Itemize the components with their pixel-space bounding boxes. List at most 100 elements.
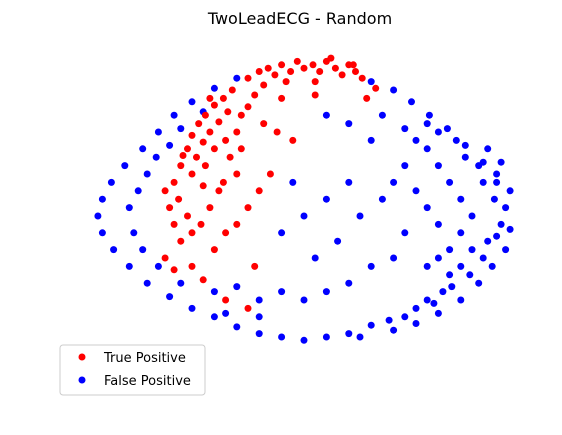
true-positive-point bbox=[222, 296, 230, 304]
true-positive-point bbox=[188, 170, 196, 178]
true-positive-point bbox=[166, 204, 174, 212]
false-positive-point bbox=[434, 254, 442, 262]
false-positive-point bbox=[300, 212, 308, 220]
true-positive-point bbox=[251, 91, 259, 99]
true-positive-point bbox=[184, 145, 191, 153]
true-positive-point bbox=[199, 276, 207, 284]
false-positive-point bbox=[457, 229, 465, 237]
true-positive-point bbox=[224, 108, 232, 116]
true-positive-point bbox=[278, 61, 286, 69]
false-positive-point bbox=[390, 254, 398, 262]
false-positive-point bbox=[446, 178, 454, 186]
false-positive-point bbox=[446, 246, 454, 254]
false-positive-point bbox=[300, 336, 308, 344]
false-positive-point bbox=[345, 279, 353, 287]
true-positive-point bbox=[188, 229, 196, 237]
true-positive-point bbox=[193, 153, 200, 161]
true-positive-point bbox=[215, 118, 223, 126]
true-positive-point bbox=[228, 86, 236, 94]
false-positive-point bbox=[255, 330, 263, 338]
false-positive-point bbox=[434, 309, 442, 317]
false-positive-point bbox=[443, 125, 451, 133]
false-positive-point bbox=[166, 293, 174, 301]
true-positive-point bbox=[170, 178, 178, 186]
true-positive-point bbox=[251, 262, 259, 270]
false-positive-point bbox=[278, 229, 286, 237]
true-positive-point bbox=[311, 78, 319, 86]
true-positive-point bbox=[273, 128, 281, 136]
false-positive-point bbox=[367, 262, 375, 270]
true-positive-point bbox=[170, 266, 178, 274]
false-positive-point bbox=[390, 326, 398, 334]
true-positive-point bbox=[184, 212, 191, 220]
true-positive-point bbox=[331, 64, 339, 72]
false-positive-point bbox=[107, 178, 115, 186]
false-positive-point bbox=[233, 74, 241, 82]
false-positive-point bbox=[255, 313, 263, 321]
true-positive-point bbox=[244, 204, 252, 212]
false-positive-point bbox=[479, 254, 487, 262]
false-positive-point bbox=[479, 178, 487, 186]
false-positive-point bbox=[479, 158, 487, 166]
true-positive-point bbox=[233, 128, 241, 136]
false-positive-point bbox=[457, 195, 465, 203]
false-positive-point bbox=[322, 288, 330, 296]
true-positive-point bbox=[282, 78, 290, 86]
legend-marker-false-positive bbox=[78, 376, 86, 384]
false-positive-point bbox=[506, 187, 514, 195]
true-positive-point bbox=[161, 187, 169, 195]
chart-title: TwoLeadECG - Random bbox=[207, 9, 392, 28]
true-positive-point bbox=[255, 187, 263, 195]
false-positive-point bbox=[210, 84, 218, 92]
true-positive-point bbox=[309, 61, 317, 69]
false-positive-point bbox=[506, 225, 514, 233]
true-positive-point bbox=[260, 120, 268, 128]
false-positive-point bbox=[423, 145, 431, 153]
false-positive-point bbox=[412, 304, 420, 312]
true-positive-point bbox=[278, 94, 286, 102]
false-positive-point bbox=[154, 128, 162, 136]
true-positive-point bbox=[237, 111, 245, 119]
true-positive-point bbox=[206, 128, 214, 136]
false-positive-point bbox=[143, 170, 151, 178]
false-positive-point bbox=[222, 309, 230, 317]
true-positive-point bbox=[233, 170, 241, 178]
true-positive-point bbox=[177, 162, 185, 170]
false-positive-point bbox=[125, 262, 133, 270]
false-positive-point bbox=[468, 246, 476, 254]
false-positive-point bbox=[401, 229, 409, 237]
false-positive-point bbox=[434, 162, 442, 170]
false-positive-point bbox=[322, 195, 330, 203]
false-positive-point bbox=[497, 158, 505, 166]
true-positive-point bbox=[338, 71, 346, 79]
true-positive-point bbox=[316, 68, 324, 75]
true-positive-point bbox=[327, 54, 335, 62]
true-positive-point bbox=[358, 74, 366, 82]
false-positive-point bbox=[446, 271, 454, 279]
false-positive-point bbox=[289, 178, 297, 186]
true-positive-point bbox=[287, 68, 295, 75]
false-positive-point bbox=[188, 304, 196, 312]
false-positive-point bbox=[177, 279, 185, 287]
true-positive-point bbox=[363, 94, 371, 102]
false-positive-point bbox=[345, 178, 353, 186]
false-positive-point bbox=[210, 288, 218, 296]
true-positive-point bbox=[195, 120, 203, 128]
false-positive-point bbox=[434, 128, 442, 136]
true-positive-point bbox=[179, 152, 187, 159]
true-positive-point bbox=[260, 81, 268, 89]
true-positive-point bbox=[201, 162, 209, 170]
false-positive-point bbox=[423, 296, 431, 304]
true-positive-point bbox=[311, 91, 319, 99]
true-positive-point bbox=[197, 220, 205, 228]
false-positive-point bbox=[139, 246, 147, 254]
true-positive-point bbox=[161, 254, 169, 262]
true-positive-point bbox=[188, 131, 196, 139]
false-positive-point bbox=[502, 204, 510, 212]
true-positive-point bbox=[222, 229, 230, 237]
true-positive-point bbox=[215, 187, 223, 195]
false-positive-point bbox=[497, 220, 505, 228]
true-positive-point bbox=[219, 178, 227, 186]
false-positive-point bbox=[412, 136, 420, 144]
true-positive-point bbox=[255, 68, 263, 75]
